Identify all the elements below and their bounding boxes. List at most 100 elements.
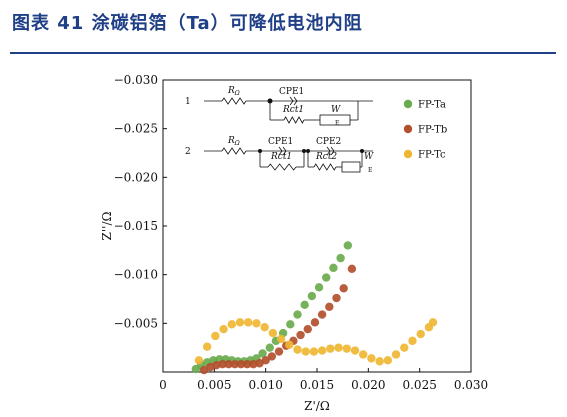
legend-label: FP-Tb — [418, 125, 447, 136]
circuit-subscript: Ω — [234, 90, 240, 97]
data-point — [249, 360, 258, 369]
y-tick-label: −0.030 — [114, 73, 158, 87]
data-points — [191, 241, 438, 375]
data-point — [416, 329, 425, 339]
data-point — [235, 318, 245, 327]
circuit-label: Rct1 — [282, 105, 304, 115]
data-point — [375, 357, 384, 366]
data-point — [202, 342, 212, 351]
page-title: 图表 41 涂碳铝箔（Ta）可降低电池内阻 — [12, 13, 363, 34]
data-point — [286, 320, 295, 329]
circuit-label: RΩ — [227, 136, 240, 147]
legend-marker — [403, 99, 413, 109]
data-point — [391, 350, 401, 359]
circuit-label: W — [331, 105, 341, 115]
y-tick-label: −0.020 — [114, 170, 158, 184]
y-tick-label: −0.015 — [114, 219, 158, 233]
circuit-label: CPE1 — [268, 137, 293, 147]
warburg-box — [341, 161, 361, 173]
legend-marker — [403, 149, 413, 159]
data-point — [212, 360, 221, 370]
tick-labels: 0 0.005 0.010 0.015 0.020 0.025 0.030 −0.005 −0.… — [114, 73, 489, 392]
data-point — [350, 346, 360, 355]
legend: FP-Ta FP-Tb FP-Tc — [403, 99, 447, 161]
circuit-subscript: Ω — [234, 140, 240, 147]
data-point — [276, 334, 286, 344]
data-point — [326, 344, 335, 353]
data-point — [258, 349, 267, 358]
data-point — [329, 263, 338, 273]
circuit-label: CPE2 — [316, 137, 341, 147]
circuit-label: E — [368, 167, 372, 174]
x-tick-label: 0.005 — [197, 378, 231, 392]
title-rule — [10, 52, 556, 54]
data-point — [293, 310, 302, 319]
data-point — [244, 318, 253, 327]
circuit-label: RΩ — [227, 86, 240, 97]
y-tick-label: −0.005 — [114, 316, 158, 330]
data-point — [218, 360, 227, 369]
data-point — [300, 300, 309, 310]
y-tick-label: −0.025 — [114, 122, 158, 136]
x-tick-label: 0 — [159, 378, 167, 392]
resistor-symbol — [221, 147, 247, 155]
circuit-label: CPE1 — [279, 87, 304, 97]
data-point — [367, 354, 376, 363]
data-point — [211, 331, 220, 341]
circuit-subscript: E — [368, 167, 372, 174]
data-point — [194, 356, 204, 365]
y-tick-label: −0.010 — [114, 268, 158, 282]
data-point — [309, 347, 319, 356]
data-point — [343, 241, 352, 250]
circuit-label: Rct2 — [315, 152, 337, 162]
circuit-label: E — [335, 120, 339, 127]
data-point — [230, 360, 240, 369]
data-point — [314, 283, 324, 292]
resistor-symbol — [267, 163, 297, 171]
circuit-label: 1 — [185, 97, 191, 107]
x-tick-label: 0.010 — [248, 378, 282, 392]
y-axis-title: Z''/Ω — [100, 211, 114, 240]
data-point — [242, 360, 252, 369]
data-point — [236, 360, 246, 369]
data-point — [303, 324, 312, 334]
data-point — [408, 336, 417, 346]
data-point — [301, 347, 310, 356]
data-point — [267, 352, 277, 361]
data-point — [260, 323, 269, 332]
legend-marker — [403, 124, 413, 134]
data-point — [336, 253, 345, 263]
data-point — [219, 324, 228, 334]
data-point — [293, 345, 302, 354]
data-point — [359, 350, 368, 359]
x-tick-label: 0.025 — [402, 378, 436, 392]
data-point — [310, 318, 320, 327]
x-tick-label: 0.030 — [454, 378, 488, 392]
data-point — [400, 343, 409, 352]
data-point — [285, 340, 294, 349]
series-fp-tb — [199, 264, 357, 375]
cpe-symbol — [326, 146, 335, 156]
resistor-symbol — [283, 116, 305, 124]
data-point — [332, 293, 341, 303]
data-point — [334, 343, 343, 352]
data-point — [322, 273, 331, 282]
data-point — [274, 347, 284, 356]
x-axis-title: Z'/Ω — [304, 399, 330, 413]
data-point — [339, 284, 348, 293]
data-point — [261, 356, 270, 365]
circuit-1: 1 RΩ CPE1 Rct1 WE — [185, 86, 373, 127]
data-point — [383, 356, 393, 365]
circuit-2: 2 RΩ CPE1 Rct1 CPE2 Rct2 WE — [185, 136, 374, 174]
data-point — [428, 318, 438, 327]
data-point — [265, 343, 274, 352]
data-point — [347, 264, 357, 274]
circuit-label: Rct1 — [270, 152, 292, 162]
circuit-label: W — [364, 152, 374, 162]
legend-label: FP-Tc — [418, 150, 446, 161]
resistor-symbol — [221, 97, 247, 105]
data-point — [325, 302, 334, 311]
data-point — [296, 330, 305, 340]
data-point — [252, 319, 261, 328]
